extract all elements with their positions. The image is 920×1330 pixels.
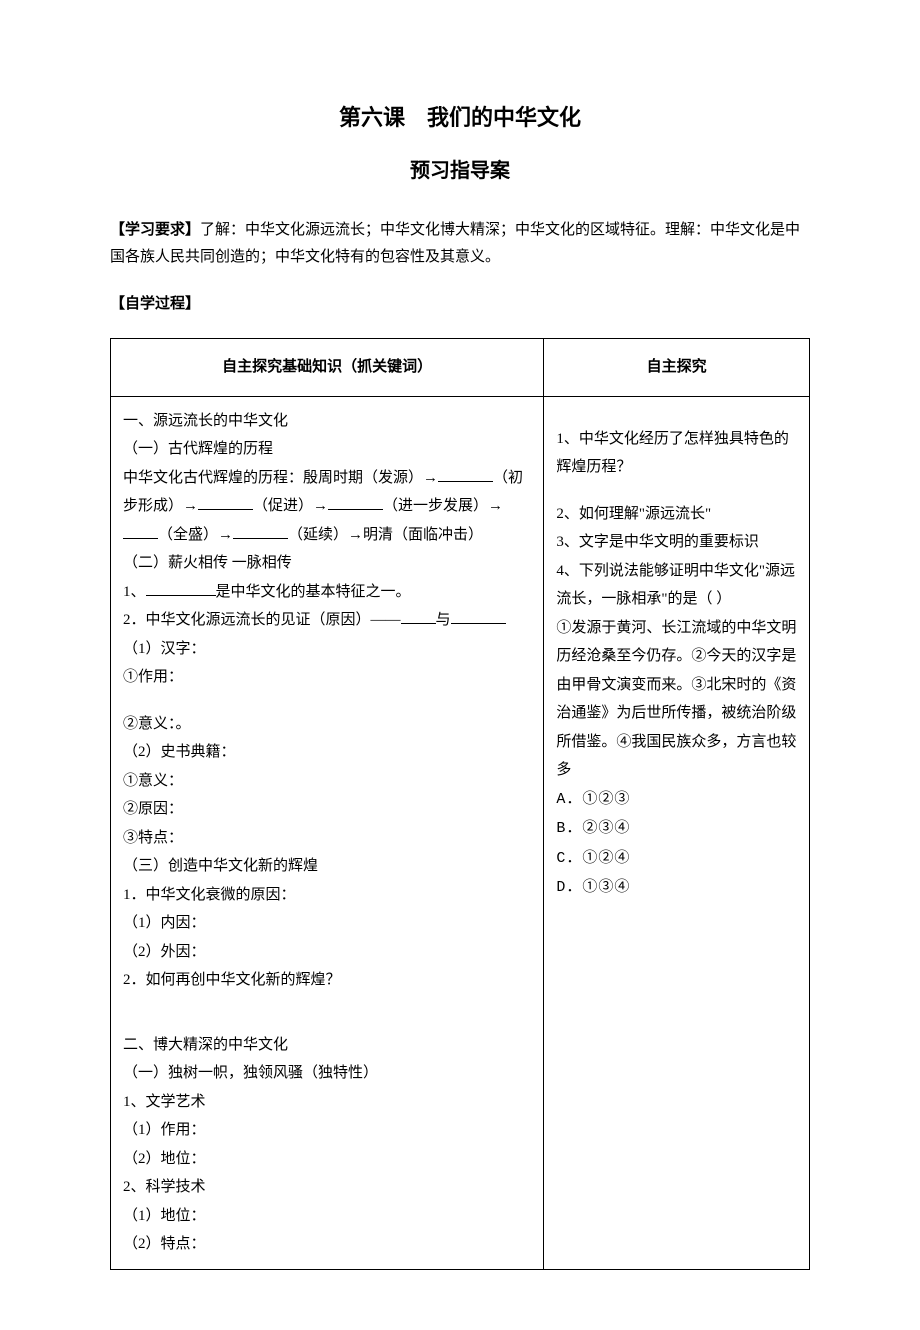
question-2: 2、如何理解"源远流长" xyxy=(556,500,797,529)
section-history-books: （2）史书典籍： xyxy=(123,738,531,767)
requirements-label: 【学习要求】 xyxy=(110,222,200,238)
decline-reason: 1．中华文化衰微的原因： xyxy=(123,881,531,910)
books-reason: ②原因： xyxy=(123,795,531,824)
section-1-title: 一、源远流长的中华文化 xyxy=(123,407,531,436)
blank-input[interactable] xyxy=(328,495,383,510)
question-4-items: ①发源于黄河、长江流域的中华文明历经沧桑至今仍存。②今天的汉字是由甲骨文演变而来… xyxy=(556,614,797,785)
literature-art: 1、文学艺术 xyxy=(123,1088,531,1117)
section-1-1-flow: 中华文化古代辉煌的历程：殷周时期（发源）→（初步形成）→（促进）→（进一步发展）… xyxy=(123,464,531,550)
blank-input[interactable] xyxy=(233,524,288,539)
section-2-title: 二、博大精深的中华文化 xyxy=(123,1031,531,1060)
question-1: 1、中华文化经历了怎样独具特色的辉煌历程？ xyxy=(556,425,797,482)
requirements-paragraph: 【学习要求】了解：中华文化源远流长；中华文化博大精深；中华文化的区域特征。理解：… xyxy=(110,217,810,271)
study-table: 自主探究基础知识（抓关键词） 自主探究 一、源远流长的中华文化 （一）古代辉煌的… xyxy=(110,338,810,1270)
left-cell: 一、源远流长的中华文化 （一）古代辉煌的历程 中华文化古代辉煌的历程：殷周时期（… xyxy=(111,396,544,1269)
section-2-1: （一）独树一帜，独领风骚（独特性） xyxy=(123,1059,531,1088)
hanzi-role: ①作用： xyxy=(123,663,531,692)
table-body-row: 一、源远流长的中华文化 （一）古代辉煌的历程 中华文化古代辉煌的历程：殷周时期（… xyxy=(111,396,810,1269)
question-4-option-b[interactable]: B．②③④ xyxy=(556,814,797,844)
blank-input[interactable] xyxy=(123,524,158,539)
blank-input[interactable] xyxy=(146,581,216,596)
hanzi-meaning: ②意义：。 xyxy=(123,710,531,739)
blank-input[interactable] xyxy=(438,467,493,482)
section-hanzi: （1）汉字： xyxy=(123,635,531,664)
page-title: 第六课 我们的中华文化 xyxy=(110,100,810,135)
blank-input[interactable] xyxy=(401,609,436,624)
question-4-option-a[interactable]: A．①②③ xyxy=(556,785,797,815)
right-cell: 1、中华文化经历了怎样独具特色的辉煌历程？ 2、如何理解"源远流长" 3、文字是… xyxy=(544,396,810,1269)
section-1-3: （三）创造中华文化新的辉煌 xyxy=(123,852,531,881)
question-3: 3、文字是中华文明的重要标识 xyxy=(556,528,797,557)
science-tech: 2、科学技术 xyxy=(123,1173,531,1202)
blank-input[interactable] xyxy=(198,495,253,510)
sci-feature: （2）特点： xyxy=(123,1230,531,1259)
blank-input[interactable] xyxy=(451,609,506,624)
sci-position: （1）地位： xyxy=(123,1202,531,1231)
table-header-row: 自主探究基础知识（抓关键词） 自主探究 xyxy=(111,339,810,397)
question-4-option-c[interactable]: C．①②④ xyxy=(556,844,797,874)
books-meaning: ①意义： xyxy=(123,767,531,796)
section-1-1: （一）古代辉煌的历程 xyxy=(123,435,531,464)
header-left: 自主探究基础知识（抓关键词） xyxy=(111,339,544,397)
books-feature: ③特点： xyxy=(123,824,531,853)
page-subtitle: 预习指导案 xyxy=(110,155,810,187)
lit-position: （2）地位： xyxy=(123,1145,531,1174)
lit-role: （1）作用： xyxy=(123,1116,531,1145)
question-4-stem: 4、下列说法能够证明中华文化"源远流长，一脉相承"的是（ ） xyxy=(556,557,797,614)
section-1-2: （二）薪火相传 一脉相传 xyxy=(123,549,531,578)
external-cause: （2）外因： xyxy=(123,938,531,967)
recreate-glory: 2．如何再创中华文化新的辉煌？ xyxy=(123,966,531,995)
internal-cause: （1）内因： xyxy=(123,909,531,938)
header-right: 自主探究 xyxy=(544,339,810,397)
requirements-text: 了解：中华文化源远流长；中华文化博大精深；中华文化的区域特征。理解：中华文化是中… xyxy=(110,222,800,265)
question-4-option-d[interactable]: D．①③④ xyxy=(556,873,797,903)
section-1-2-1: 1、是中华文化的基本特征之一。 xyxy=(123,578,531,607)
process-label: 【自学过程】 xyxy=(110,291,810,318)
section-1-2-2: 2．中华文化源远流长的见证（原因）——与 xyxy=(123,606,531,635)
